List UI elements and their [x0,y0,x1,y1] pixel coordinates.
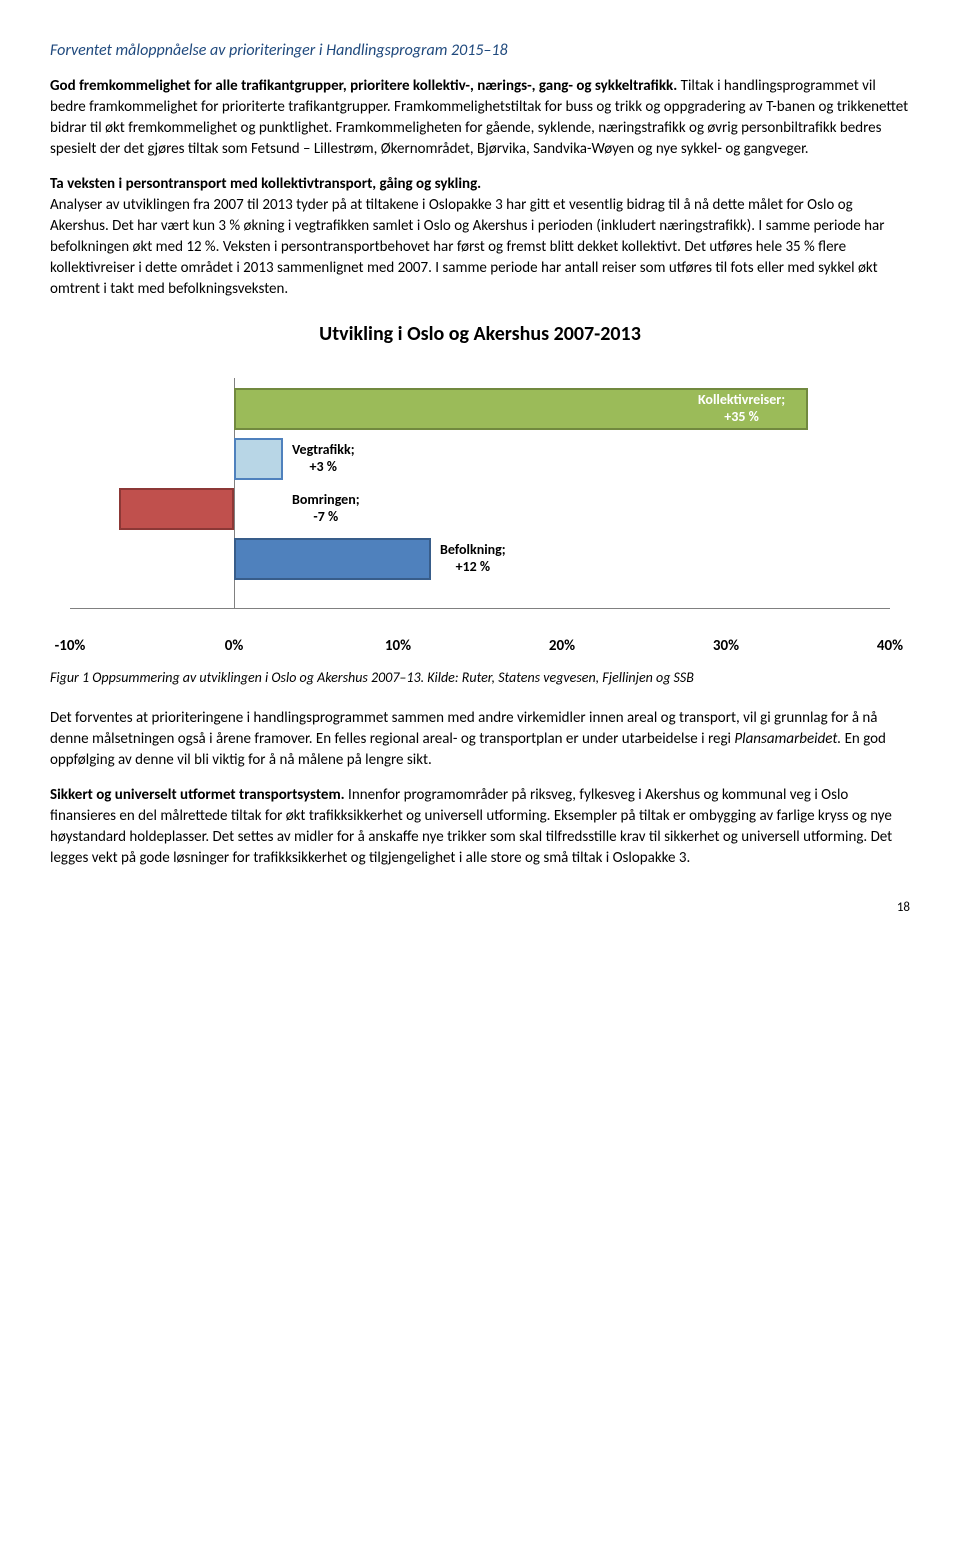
p2-text: Analyser av utviklingen fra 2007 til 201… [50,196,884,298]
p2-bold: Ta veksten i persontransport med kollekt… [50,175,481,193]
p4-bold: Sikkert og universelt utformet transport… [50,786,345,804]
axis-tick: 10% [385,636,411,657]
paragraph-1: God fremkommelighet for alle trafikantgr… [50,76,910,160]
bar-label-vegtrafikk: Vegtrafikk;+3 % [292,442,355,476]
p3-italic: Plansamarbeidet. [734,730,841,748]
bar-vegtrafikk [234,438,283,480]
paragraph-4: Sikkert og universelt utformet transport… [50,785,910,869]
bar-label-kollektivreiser: Kollektivreiser;+35 % [698,392,785,426]
paragraph-2: Ta veksten i persontransport med kollekt… [50,174,910,300]
p1-bold: God fremkommelighet for alle trafikantgr… [50,77,677,95]
bar-label-befolkning: Befolkning;+12 % [440,542,506,576]
page-number: 18 [50,899,910,917]
chart-title: Utvikling i Oslo og Akershus 2007-2013 [50,320,910,348]
bar-bomringen [119,488,234,530]
bar-befolkning [234,538,431,580]
paragraph-3: Det forventes at prioriteringene i handl… [50,708,910,771]
bar-label-bomringen: Bomringen;-7 % [292,492,360,526]
axis-tick: 40% [877,636,903,657]
figure-caption: Figur 1 Oppsummering av utviklingen i Os… [50,668,910,688]
axis-tick: 0% [225,636,244,657]
axis-tick: 20% [549,636,575,657]
section-heading: Forventet måloppnåelse av prioriteringer… [50,40,910,62]
chart-x-axis: -10%0%10%20%30%40% [70,628,890,658]
axis-tick: 30% [713,636,739,657]
axis-tick: -10% [55,636,86,657]
chart-plot-area: Kollektivreiser;+35 % Vegtrafikk;+3 % Bomr… [70,378,890,609]
bar-chart: Kollektivreiser;+35 % Vegtrafikk;+3 % Bomr… [70,378,890,658]
